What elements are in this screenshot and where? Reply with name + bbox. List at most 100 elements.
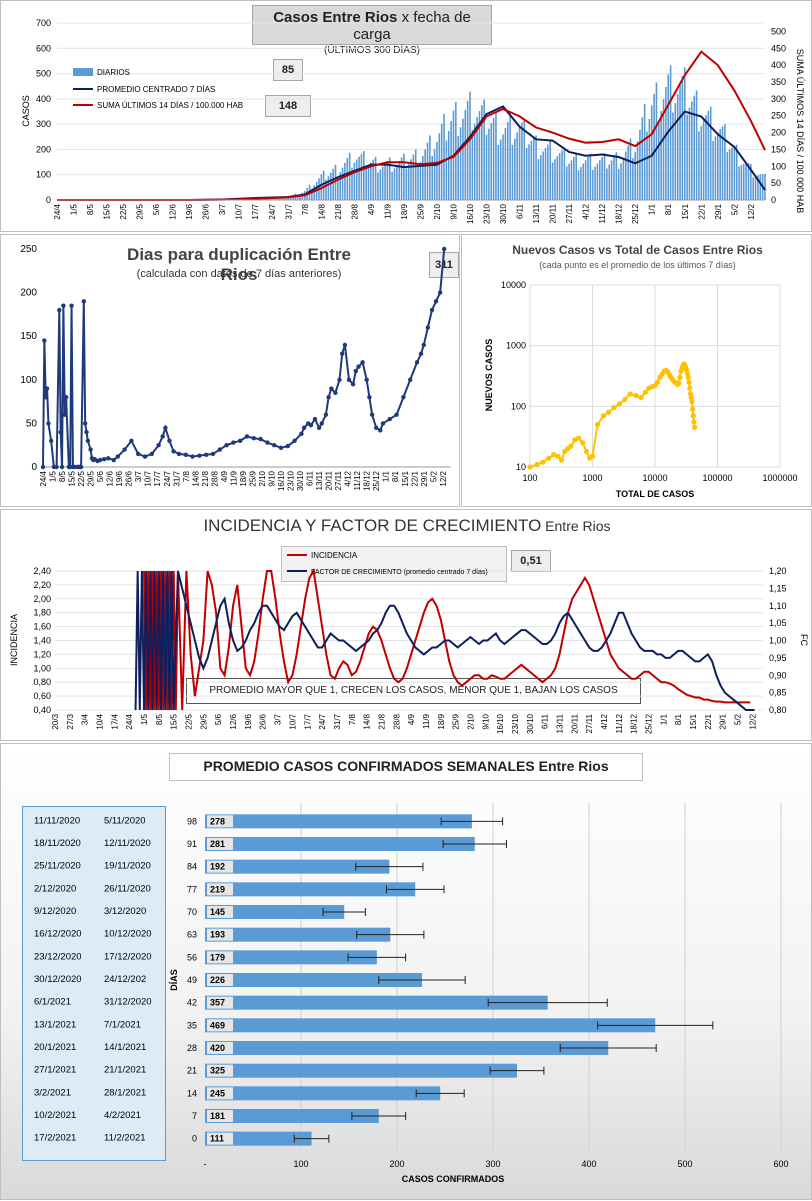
x-tick-label: 4/9 [407,713,416,725]
y-tick-label: 10000 [501,280,526,290]
x-tick-label: 4/12 [344,470,353,486]
x-tick-label: 8/5 [155,713,164,725]
point-duplicacion [442,247,446,251]
point-nuevos-vs-total [691,413,696,418]
point-duplicacion [167,439,171,443]
point-duplicacion [299,432,303,436]
bar-diarios [684,67,686,200]
bar-diarios [592,170,594,200]
x-tick-label: 14/8 [363,713,372,729]
x-tick-label: 27/11 [585,713,594,733]
bar-diarios [649,119,651,200]
data-label: 245 [210,1088,225,1098]
bar-diarios [361,154,363,200]
bar-diarios [488,129,490,200]
bar-diarios [726,152,728,200]
point-duplicacion [408,378,412,382]
y-tick-label: 300 [36,119,51,129]
bar-diarios [354,163,356,200]
bar-diarios [328,176,330,200]
bar-promedio [205,1018,655,1032]
point-nuevos-vs-total [634,393,639,398]
bar-diarios [549,141,551,200]
y-tick-label: 0,80 [33,677,51,687]
y-right-tick-label: 300 [771,94,786,104]
point-duplicacion [150,452,154,456]
x-tick-label: 11/12 [598,203,607,223]
point-duplicacion [46,421,50,425]
x-tick-label: 24/4 [125,713,134,729]
bar-diarios [509,116,511,200]
bar-diarios [443,114,445,200]
x-tick-label: 21/8 [201,470,210,486]
bar-diarios [490,123,492,200]
x-tick-label: 10/7 [288,713,297,729]
point-nuevos-vs-total [590,454,595,459]
bar-diarios [573,157,575,200]
x-tick-label: 31/7 [284,203,293,219]
x-tick-label: 4/9 [220,470,229,482]
bar-diarios [644,104,646,200]
point-duplicacion [333,391,337,395]
bar-diarios [660,111,662,200]
y-axis-title: NUEVOS CASOS [484,339,494,412]
chart-casos-diarios: 0100200300400500600700050100150200250300… [1,1,812,233]
data-label: 278 [210,816,225,826]
x-tick-label: 9/10 [449,203,458,219]
x-tick-label: 4/12 [600,713,609,729]
x-tick-label: 1000000 [762,473,797,483]
y-tick-label: 250 [20,244,37,255]
bar-diarios [712,141,714,200]
bar-diarios [370,163,372,200]
y-tick-label: 150 [20,331,37,342]
x-tick-label: 5/6 [152,203,161,215]
y-tick-label: 1,60 [33,622,51,632]
x-tick-label: 8/5 [86,203,95,215]
bar-diarios [715,136,717,200]
point-duplicacion [374,426,378,430]
bar-diarios [597,163,599,200]
category-label: 35 [187,1020,197,1030]
bar-diarios [498,145,500,200]
x-tick-label: 19/6 [115,470,124,486]
bar-diarios [516,132,518,200]
point-nuevos-vs-total [687,385,692,390]
bar-diarios [356,160,358,200]
x-tick-label: 1000 [582,473,602,483]
bar-diarios [533,138,535,200]
x-tick-label: 25/12 [631,203,640,224]
point-duplicacion [351,382,355,386]
point-duplicacion [347,378,351,382]
x-tick-label: 400 [581,1159,596,1169]
bar-diarios [677,94,679,200]
category-label: 63 [187,930,197,940]
bar-diarios [512,145,514,200]
point-nuevos-vs-total [686,375,691,380]
point-duplicacion [41,465,45,469]
bar-diarios [594,167,596,200]
x-tick-label: 28/8 [350,203,359,219]
legend-label-incidencia: INCIDENCIA [311,551,358,560]
x-tick-label: 11/9 [422,713,431,729]
bar-diarios [670,65,672,200]
point-duplicacion [79,465,83,469]
point-duplicacion [279,446,283,450]
bar-diarios [467,101,469,200]
bar-diarios [389,157,391,200]
bar-diarios [507,122,509,200]
bar-promedio [205,814,472,828]
x-tick-label: 12/2 [748,713,757,729]
bar-diarios [656,82,658,200]
x-tick-label: 8/1 [674,713,683,725]
bar-diarios [363,151,365,200]
x-tick-label: 500 [677,1159,692,1169]
data-label: 193 [210,930,225,940]
point-nuevos-vs-total [559,457,564,462]
point-duplicacion [156,443,160,447]
x-tick-label: 30/10 [526,713,535,734]
panel-duplicacion: Dias para duplicación Entre Rios (calcul… [0,234,460,507]
bar-diarios [429,135,431,200]
bar-diarios [377,172,379,200]
bar-diarios [424,149,426,200]
bar-diarios [608,165,610,200]
